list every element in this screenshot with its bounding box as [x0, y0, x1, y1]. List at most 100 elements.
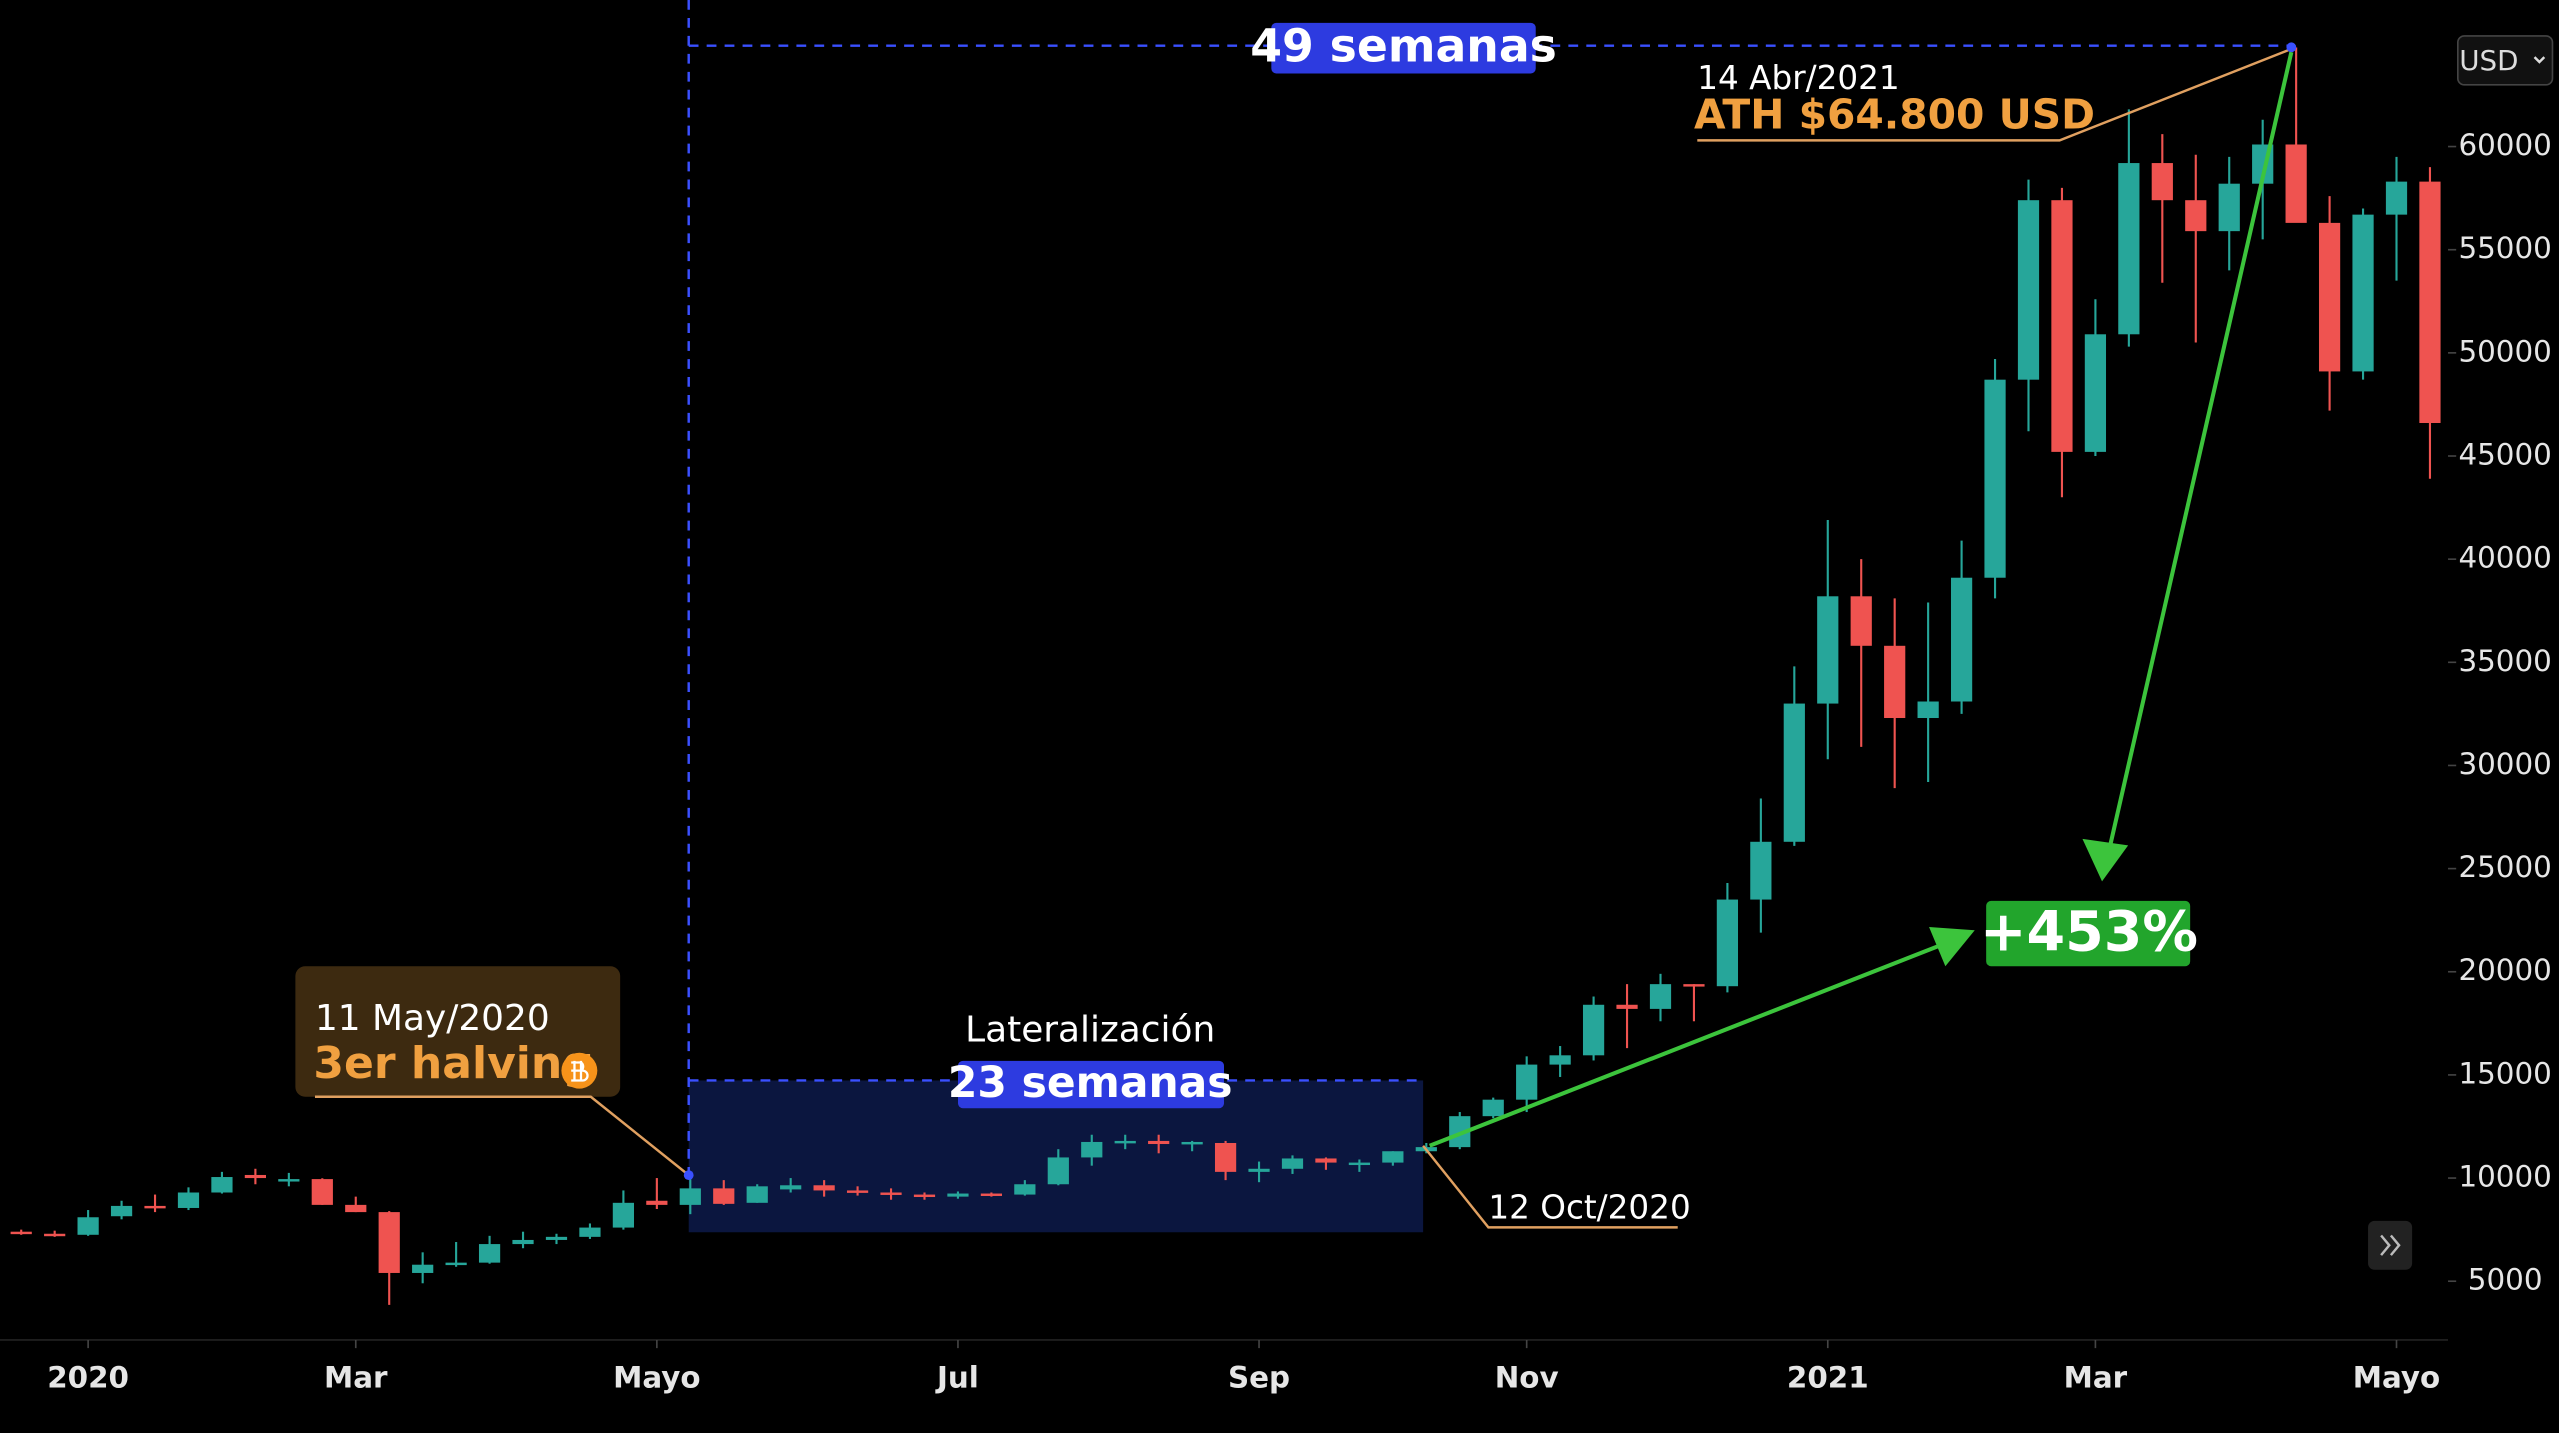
candle-body	[311, 1179, 333, 1205]
ath-label: ATH $64.800 USD	[1694, 91, 2095, 139]
candle-body	[679, 1188, 701, 1205]
candle-body	[579, 1227, 601, 1237]
candle-body	[378, 1212, 400, 1273]
y-tick-label: 10000	[2458, 1160, 2551, 1194]
candle-body	[44, 1233, 66, 1237]
candles	[10, 47, 2441, 1305]
candle-body	[1114, 1140, 1136, 1144]
breakout-date: 12 Oct/2020	[1488, 1188, 1690, 1226]
candle-body	[177, 1192, 200, 1208]
halving-point	[683, 1170, 694, 1181]
candle-body	[713, 1188, 735, 1204]
candle-body	[211, 1177, 233, 1193]
gain-arrowhead	[2082, 838, 2129, 882]
halving-leader	[314, 1095, 690, 1177]
candle-body	[913, 1194, 936, 1198]
y-axis-area	[2448, 0, 2559, 1433]
candle-body	[846, 1190, 869, 1193]
x-tick-label: Mayo	[2353, 1361, 2440, 1395]
candle-body	[1482, 1099, 1504, 1117]
gain-label: +453%	[1980, 899, 2198, 964]
range-span-badge	[957, 1060, 1225, 1109]
range-span-label: 23 semanas	[948, 1059, 1233, 1108]
candle-body	[1014, 1184, 1036, 1195]
candle-body	[1649, 984, 1672, 1009]
scroll-icon	[2380, 1234, 2401, 1256]
x-tick-label: Jul	[935, 1361, 979, 1395]
axes: 5000 10000 15000 20000 25000 30000 35000 40000 4…	[47, 128, 2552, 1395]
candle-body	[2385, 181, 2408, 215]
x-tick-label: Nov	[1495, 1361, 1559, 1395]
y-tick-label: 5000	[2468, 1263, 2543, 1297]
candle-body	[2118, 163, 2140, 335]
x-axis-area	[0, 1338, 2559, 1433]
y-tick-label: 35000	[2458, 644, 2551, 678]
candle-body	[813, 1185, 835, 1191]
candle-body	[244, 1174, 267, 1179]
candle-body	[1281, 1158, 1304, 1169]
x-tick-label: Mar	[324, 1361, 388, 1395]
candle-body	[2185, 200, 2207, 232]
candle-body	[2084, 334, 2107, 452]
candle-body	[1783, 703, 1805, 842]
trend-arrow	[1428, 941, 1947, 1148]
candle-body	[1850, 596, 1872, 646]
candle-body	[1884, 645, 1906, 719]
x-tick-label: Mayo	[613, 1361, 700, 1395]
candle-body	[77, 1217, 99, 1235]
candle-body	[2017, 200, 2040, 380]
halving-box	[295, 966, 621, 1097]
candle-body	[1248, 1168, 1270, 1172]
halving-date: 11 May/2020	[315, 998, 550, 1039]
span-label: 49 semanas	[1250, 19, 1557, 72]
candle-body	[1148, 1140, 1170, 1145]
candle-body	[2151, 163, 2173, 201]
x-tick-label: Mar	[2064, 1361, 2128, 1395]
candle-body	[1181, 1141, 1203, 1145]
candle-body	[1683, 984, 1705, 987]
bitcoin-glyph	[571, 1060, 589, 1082]
candle-body	[445, 1262, 467, 1266]
candle-body	[345, 1204, 367, 1213]
candle-body	[2419, 181, 2441, 423]
candle-body	[278, 1179, 300, 1182]
ath-date: 14 Abr/2021	[1697, 59, 1899, 97]
candle-body	[144, 1205, 166, 1209]
candle-body	[780, 1185, 802, 1190]
candle-body	[10, 1231, 32, 1235]
candle-body	[1081, 1141, 1103, 1158]
span-badge	[1271, 22, 1536, 74]
candle-body	[612, 1202, 635, 1228]
candle-body	[646, 1200, 668, 1205]
candle-body	[2352, 214, 2374, 372]
ath-point	[2286, 42, 2297, 53]
x-tick-label: Sep	[1228, 1361, 1290, 1395]
candle-body	[880, 1192, 902, 1195]
y-tick-label: 25000	[2458, 850, 2551, 884]
trend-arrowhead	[1929, 927, 1975, 967]
gain-arrow	[2108, 51, 2294, 846]
y-tick-label: 55000	[2458, 231, 2551, 265]
gain-badge	[1986, 900, 2191, 967]
candle-body	[1449, 1116, 1471, 1148]
x-tick-label: 2021	[1787, 1361, 1869, 1395]
candle-body	[2285, 144, 2307, 223]
currency-button[interactable]	[2456, 35, 2554, 86]
candle-body	[545, 1236, 568, 1240]
y-tick-label: 50000	[2458, 334, 2551, 368]
candle-body	[1047, 1157, 1069, 1185]
candle-body	[1950, 577, 1973, 702]
currency-caret	[2533, 56, 2546, 64]
y-tick-label: 30000	[2458, 747, 2551, 781]
y-tick-label: 15000	[2458, 1056, 2551, 1090]
candle-body	[1382, 1151, 1404, 1163]
y-tick-label: 40000	[2458, 541, 2551, 575]
candle-body	[1582, 1004, 1605, 1056]
candle-body	[1348, 1162, 1371, 1166]
candle-body	[1716, 899, 1739, 987]
range-label: Lateralización	[965, 1009, 1215, 1050]
candle-body	[1315, 1158, 1337, 1163]
candle-body	[1984, 379, 2006, 578]
candle-body	[746, 1186, 768, 1203]
